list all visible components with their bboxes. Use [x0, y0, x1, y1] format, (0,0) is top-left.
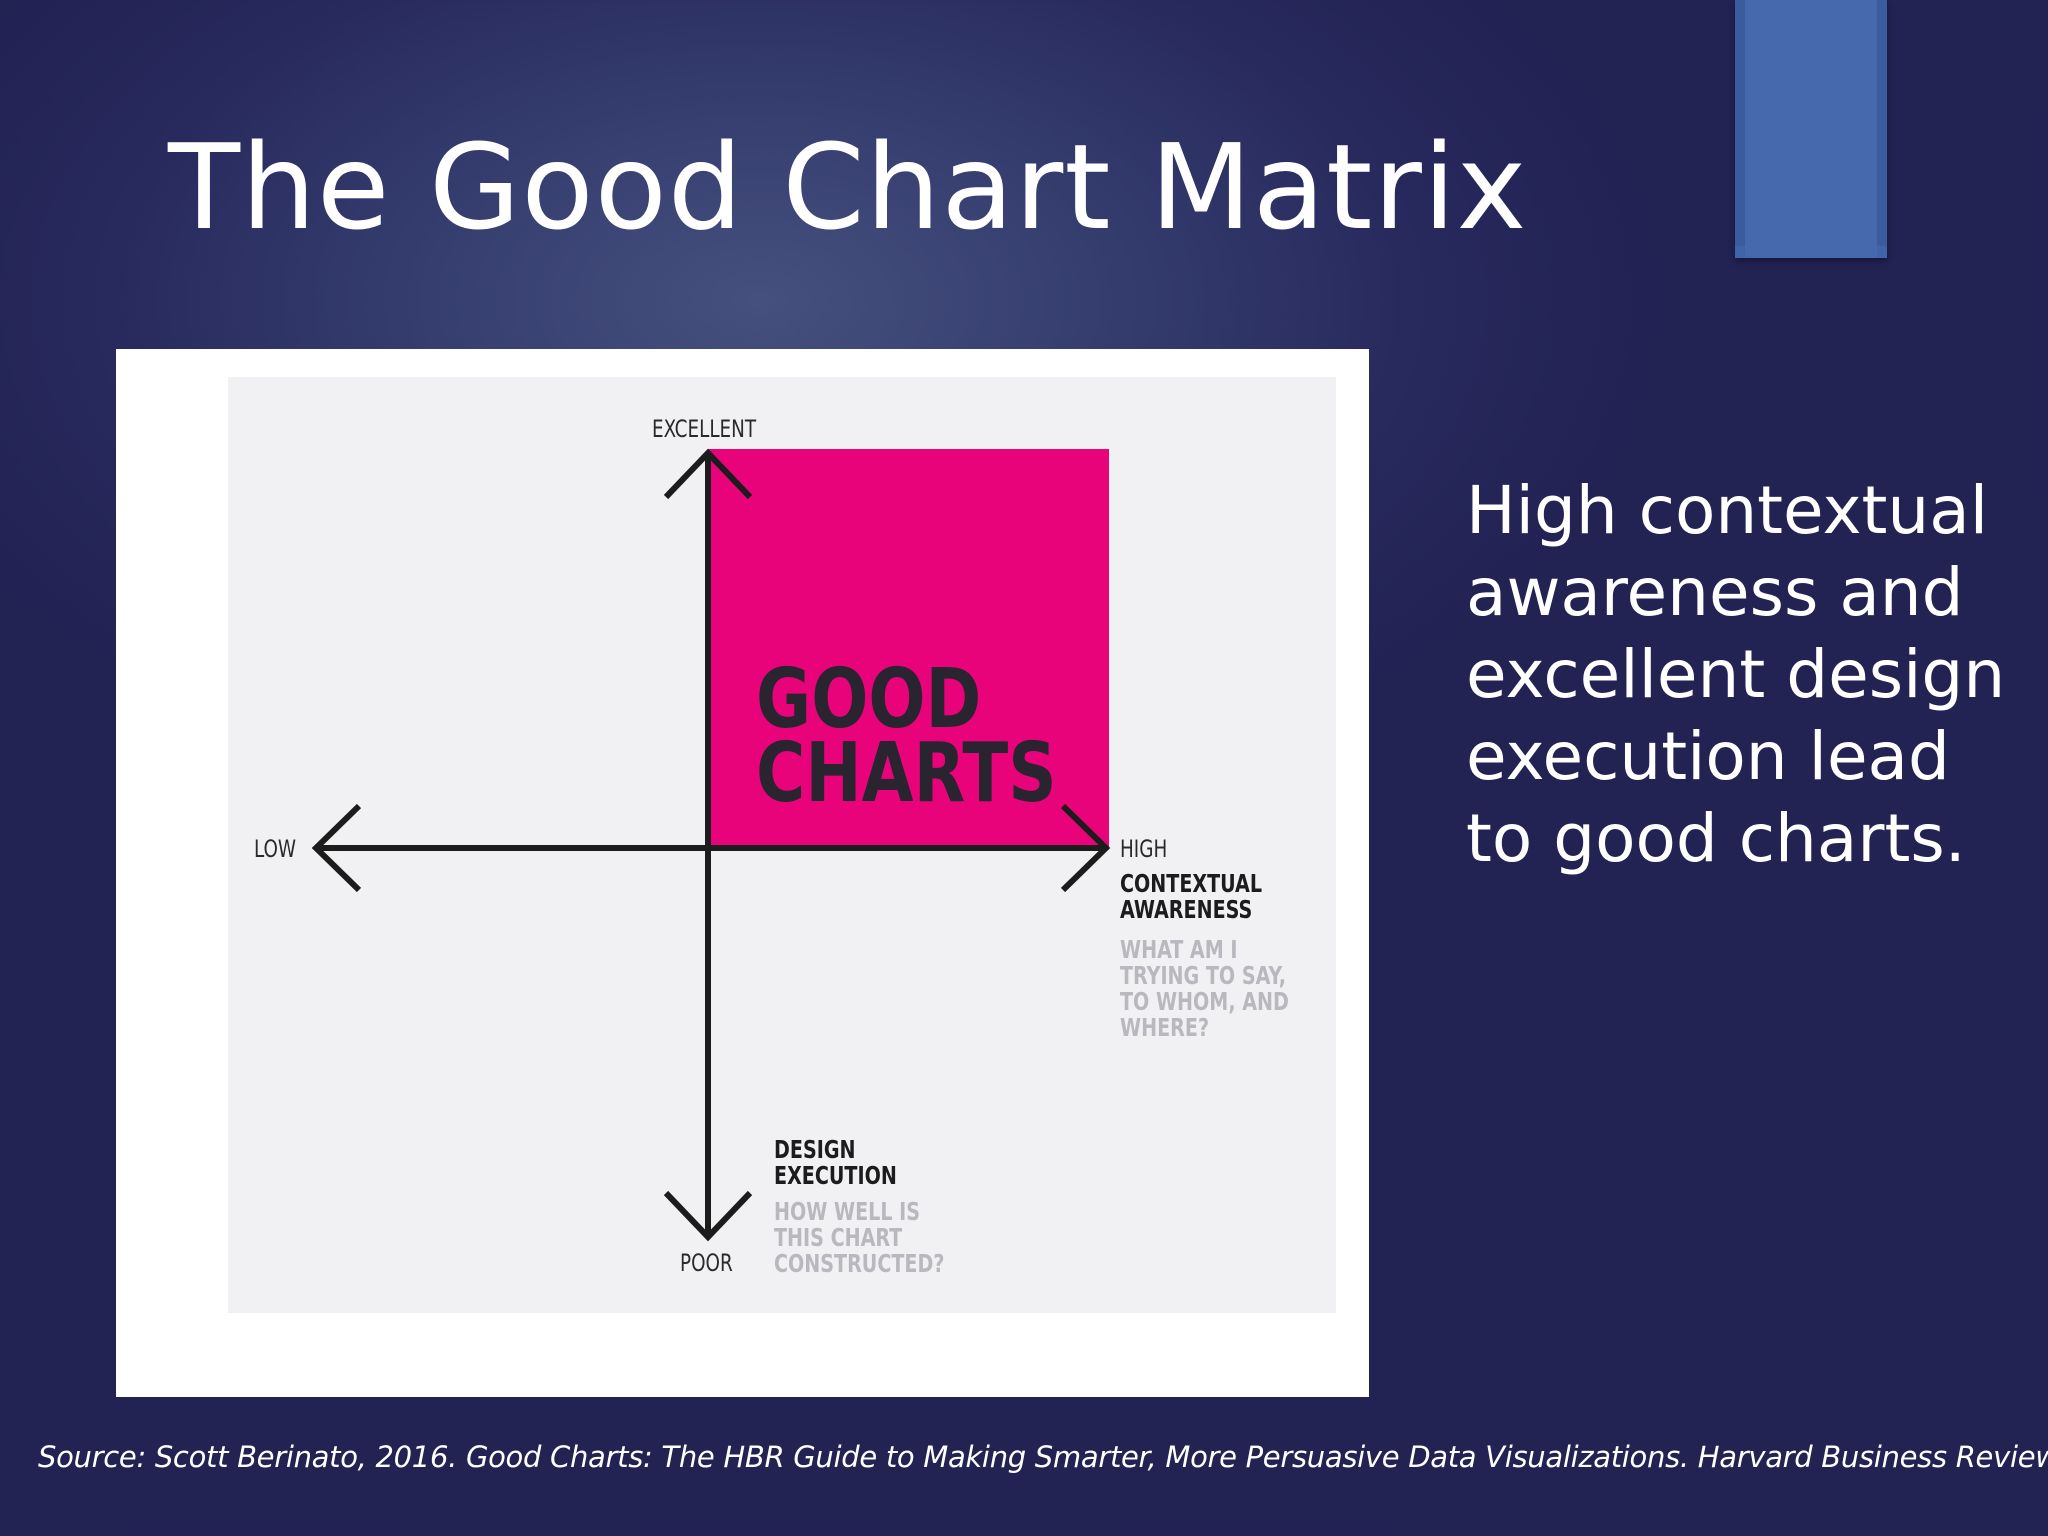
x-axis-name-line2: AWARENESS: [1120, 895, 1253, 924]
matrix-diagram: [311, 448, 1111, 1242]
y-axis-question: HOW WELL IS THIS CHART CONSTRUCTED?: [774, 1199, 975, 1277]
source-citation: Source: Scott Berinato, 2016. Good Chart…: [38, 1440, 2048, 1474]
y-axis-top-label: EXCELLENT: [652, 415, 757, 443]
quadrant-label-line1: GOOD: [756, 652, 982, 747]
x-axis-question-line3: TO WHOM, AND: [1120, 987, 1289, 1016]
summary-text: High contextual awareness and excellent …: [1466, 472, 2006, 877]
good-charts-quadrant: [708, 449, 1109, 848]
x-axis-question-line4: WHERE?: [1120, 1013, 1210, 1042]
x-axis-left-label: LOW: [254, 835, 297, 863]
x-axis-question: WHAT AM I TRYING TO SAY, TO WHOM, AND WH…: [1120, 937, 1319, 1041]
y-axis-name: DESIGN EXECUTION: [774, 1137, 919, 1189]
vertical-axis-down-arrowhead: [663, 1190, 753, 1242]
y-axis-question-line3: CONSTRUCTED?: [774, 1249, 945, 1278]
x-axis-right-label: HIGH: [1120, 835, 1168, 863]
slide-title: The Good Chart Matrix: [168, 118, 1528, 256]
x-axis-question-line1: WHAT AM I: [1120, 935, 1238, 964]
y-axis-bottom-label: POOR: [680, 1249, 733, 1277]
y-axis-question-line2: THIS CHART: [774, 1223, 903, 1252]
matrix-figure: EXCELLENT POOR LOW HIGH GOOD CHARTS CONT…: [116, 349, 1369, 1397]
x-axis-name-line1: CONTEXTUAL: [1120, 869, 1263, 898]
horizontal-axis-right-arrowhead: [1060, 803, 1111, 893]
quadrant-label-line2: CHARTS: [756, 726, 1057, 821]
y-axis-question-line1: HOW WELL IS: [774, 1197, 921, 1226]
quadrant-label: GOOD CHARTS: [756, 652, 1057, 821]
bookmark-ribbon: [1735, 0, 1887, 258]
horizontal-axis-left-arrowhead: [311, 803, 362, 893]
y-axis-name-line1: DESIGN: [774, 1135, 856, 1164]
x-axis-question-line2: TRYING TO SAY,: [1120, 961, 1286, 990]
y-axis-name-line2: EXECUTION: [774, 1161, 897, 1190]
x-axis-name: CONTEXTUAL AWARENESS: [1120, 871, 1287, 923]
vertical-axis-up-arrowhead: [663, 448, 753, 500]
